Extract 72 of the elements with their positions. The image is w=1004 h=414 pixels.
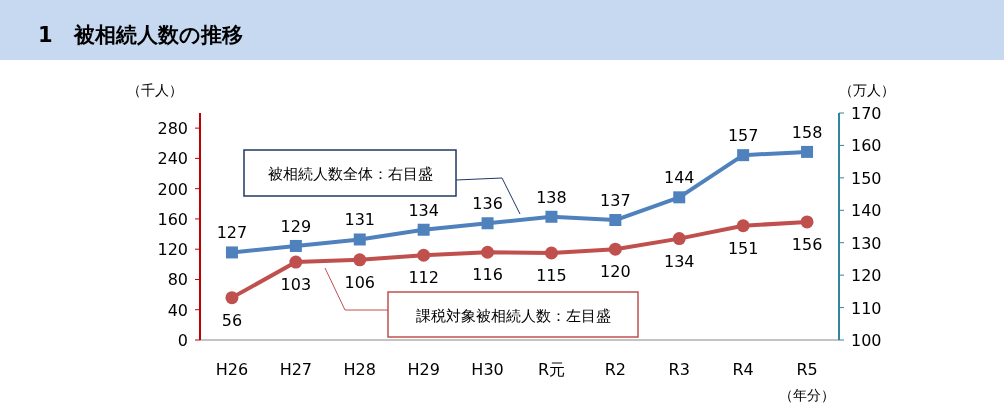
- y-tick-label: 80: [167, 270, 188, 290]
- x-tick-label: R元: [537, 360, 566, 379]
- data-label: 157: [727, 126, 759, 146]
- y-tick-label: 280: [157, 119, 188, 139]
- y-tick-label: 40: [167, 300, 188, 320]
- data-label: 115: [536, 265, 567, 285]
- x-tick-label: R3: [668, 360, 690, 379]
- y2-tick-label: 130: [851, 233, 882, 253]
- data-label: 131: [344, 210, 376, 230]
- point: [225, 291, 239, 305]
- y2-tick-label: 110: [851, 298, 882, 318]
- text: 被相続人数全体：右目盛: [267, 165, 433, 183]
- point: [801, 145, 814, 158]
- point: [353, 233, 366, 246]
- data-label: 116: [472, 265, 503, 285]
- x-tick-label: H28: [343, 360, 376, 379]
- data-label: 127: [216, 223, 248, 243]
- point: [289, 255, 303, 269]
- data-label: 120: [600, 262, 631, 282]
- x-tick-label: H29: [407, 360, 440, 379]
- data-label: 134: [408, 200, 439, 220]
- y-tick-label: 0: [177, 331, 188, 350]
- y-axis-title: （千人）: [127, 82, 183, 98]
- data-label: 156: [791, 234, 823, 254]
- data-label: 134: [663, 251, 695, 271]
- y2-axis-title: （万人）: [839, 82, 895, 98]
- y-tick-label: 200: [157, 179, 188, 199]
- point: [736, 219, 750, 233]
- point: [672, 232, 686, 246]
- text: 課税対象被相続人数：左目盛: [415, 306, 611, 325]
- x-tick-label: R2: [604, 360, 626, 379]
- chart-title: 1 被相続人数の推移: [38, 23, 243, 47]
- point: [289, 239, 302, 252]
- data-label: 144: [663, 168, 695, 188]
- data-label: 112: [408, 268, 439, 288]
- point: [609, 214, 622, 227]
- point: [545, 210, 558, 223]
- point: [673, 191, 686, 204]
- y2-tick-label: 140: [851, 201, 882, 221]
- x-tick-label: H27: [279, 360, 313, 379]
- y2-tick-label: 150: [851, 168, 882, 188]
- x-tick-label: R4: [732, 360, 754, 379]
- y-tick-label: 240: [157, 149, 188, 169]
- x-tick-label: H26: [215, 360, 249, 379]
- y2-tick-label: 100: [851, 331, 882, 350]
- y-tick-label: 120: [157, 240, 188, 260]
- point: [544, 246, 558, 260]
- data-label: 103: [280, 275, 312, 295]
- data-label: 129: [280, 216, 312, 236]
- point: [737, 149, 750, 162]
- point: [481, 217, 494, 230]
- y2-tick-label: 170: [851, 104, 882, 123]
- point: [481, 245, 495, 259]
- data-label: 56: [221, 310, 243, 330]
- point: [608, 242, 622, 256]
- y2-tick-label: 120: [851, 266, 882, 286]
- y2-tick-label: 160: [851, 136, 882, 156]
- y-tick-label: 160: [157, 209, 188, 229]
- data-label: 137: [600, 191, 631, 211]
- point: [353, 253, 367, 267]
- point: [800, 215, 814, 229]
- x-tick-label: H30: [471, 360, 504, 379]
- x-tick-label: R5: [796, 360, 818, 379]
- point: [417, 223, 430, 236]
- point: [225, 246, 238, 259]
- data-label: 106: [344, 272, 376, 292]
- x-axis-title: （年分）: [779, 387, 836, 403]
- data-label: 136: [472, 194, 503, 214]
- data-label: 138: [536, 187, 567, 207]
- point: [417, 248, 431, 262]
- data-label: 158: [791, 122, 823, 142]
- data-label: 151: [727, 238, 759, 258]
